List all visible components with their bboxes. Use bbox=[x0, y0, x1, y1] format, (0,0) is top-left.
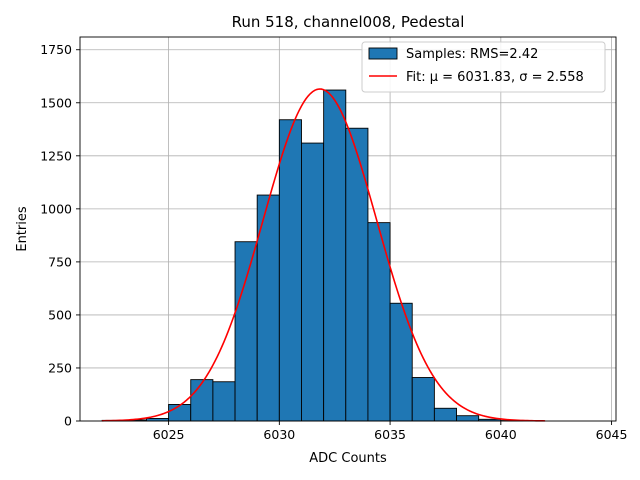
fit-curve bbox=[102, 88, 546, 422]
legend-swatch-samples bbox=[368, 47, 398, 60]
histogram-bar bbox=[301, 142, 325, 422]
y-tick-label: 1750 bbox=[40, 42, 72, 57]
x-axis: 6025 6030 6035 6040 6045 bbox=[153, 421, 628, 442]
x-tick-label: 6025 bbox=[153, 427, 185, 442]
histogram-bar bbox=[323, 89, 347, 422]
histogram-bar bbox=[168, 404, 192, 422]
x-tick-label: 6040 bbox=[485, 427, 517, 442]
legend: Samples: RMS=2.42 Fit: μ = 6031.83, σ = … bbox=[361, 41, 606, 93]
y-tick-label: 1000 bbox=[40, 201, 72, 216]
histogram-bar bbox=[456, 415, 480, 422]
histogram-bar bbox=[190, 379, 214, 422]
histogram-bar bbox=[234, 241, 258, 422]
legend-label-fit: Fit: μ = 6031.83, σ = 2.558 bbox=[406, 70, 584, 85]
y-tick-label: 750 bbox=[48, 254, 72, 269]
histogram-bar bbox=[389, 302, 413, 422]
legend-box bbox=[361, 41, 606, 93]
x-tick-label: 6030 bbox=[263, 427, 295, 442]
y-tick-label: 500 bbox=[48, 307, 72, 322]
x-tick-label: 6035 bbox=[374, 427, 406, 442]
chart-title: Run 518, channel008, Pedestal bbox=[232, 13, 465, 31]
y-tick-label: 0 bbox=[64, 414, 72, 429]
y-axis-label: Entries bbox=[15, 206, 30, 252]
histogram-bar bbox=[411, 377, 435, 422]
histogram-bar bbox=[367, 222, 391, 422]
y-tick-label: 250 bbox=[48, 360, 72, 375]
y-tick-label: 1250 bbox=[40, 148, 72, 163]
histogram-bar bbox=[433, 407, 457, 422]
legend-label-samples: Samples: RMS=2.42 bbox=[406, 47, 538, 62]
y-axis: 0 250 500 750 1000 1250 1500 1750 bbox=[40, 42, 80, 429]
x-axis-label: ADC Counts bbox=[309, 451, 387, 466]
x-tick-label: 6045 bbox=[596, 427, 628, 442]
y-tick-label: 1500 bbox=[40, 95, 72, 110]
histogram-bar bbox=[278, 119, 302, 422]
histogram-bar bbox=[212, 381, 236, 422]
histogram-bar bbox=[345, 127, 369, 422]
plot-frame bbox=[79, 36, 617, 422]
histogram-bars bbox=[101, 89, 524, 422]
